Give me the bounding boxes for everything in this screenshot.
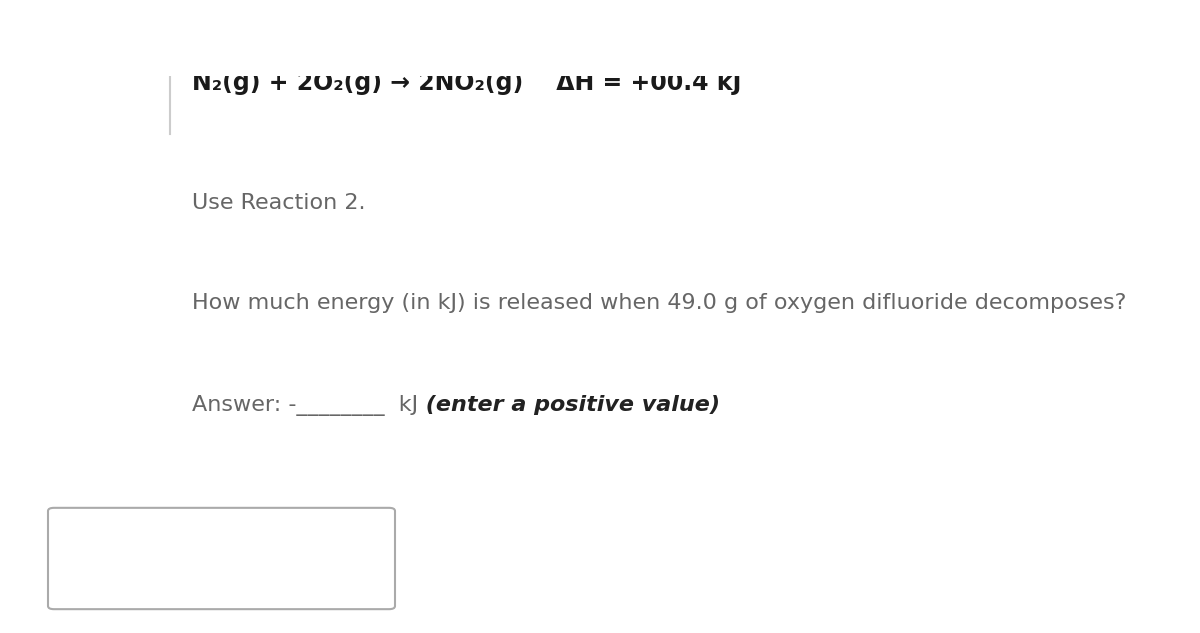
Text: (enter a positive value): (enter a positive value) [418, 395, 720, 415]
Text: N₂(g) + 2O₂(g) → 2NO₂(g)    ΔH = +00.4 kJ: N₂(g) + 2O₂(g) → 2NO₂(g) ΔH = +00.4 kJ [192, 71, 742, 95]
Text: Use Reaction 2.: Use Reaction 2. [192, 193, 365, 213]
Text: Answer: -________  kJ: Answer: -________ kJ [192, 395, 418, 417]
Text: How much energy (in kJ) is released when 49.0 g of oxygen difluoride decomposes?: How much energy (in kJ) is released when… [192, 293, 1127, 313]
